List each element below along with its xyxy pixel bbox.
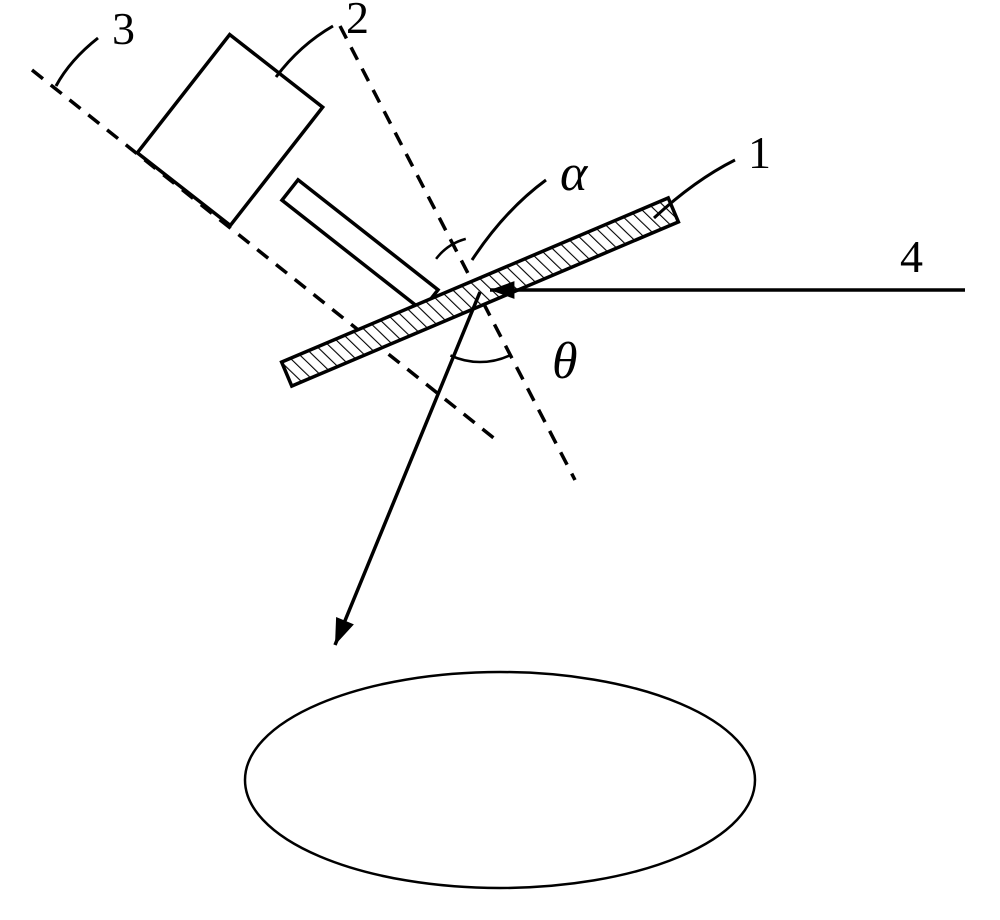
motor-shaft [282, 180, 438, 310]
label-3: 3 [112, 3, 135, 54]
label-1: 1 [748, 127, 771, 178]
leader-to-3 [56, 38, 98, 86]
label-4: 4 [900, 231, 923, 282]
label-theta: θ [552, 333, 578, 390]
theta-angle-arc [450, 355, 509, 362]
label-2: 2 [346, 0, 369, 43]
spot-ellipse [245, 672, 755, 888]
leader-to-2 [276, 26, 333, 77]
label-alpha: α [560, 145, 589, 202]
leader-to-alpha [472, 180, 546, 260]
